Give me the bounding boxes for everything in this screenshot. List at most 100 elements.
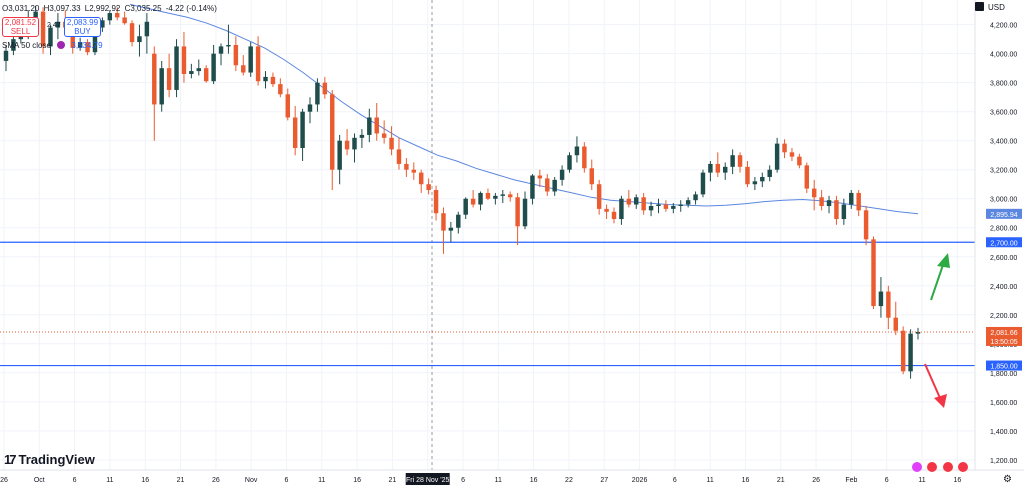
sma-legend[interactable]: SMA 50 close 3,534.79: [2, 41, 103, 50]
price-tick-label: 3,800.00: [990, 81, 1017, 88]
candle-body: [189, 71, 194, 74]
close-value: C3,035.25: [124, 4, 162, 13]
candle-body: [900, 330, 906, 372]
time-tick-label: 6: [285, 477, 289, 484]
candle-body: [789, 152, 795, 157]
candle-body: [426, 184, 431, 191]
candle-body: [856, 192, 861, 211]
grid-lines: [0, 0, 975, 470]
candle-body: [886, 291, 891, 318]
price-axis[interactable]: 1,200.001,400.001,600.001,800.002,000.00…: [990, 23, 1017, 465]
time-tick-label: Nov: [245, 477, 258, 484]
candle-body: [663, 204, 669, 209]
arrow-up-head-icon: [937, 253, 950, 268]
candle-body: [871, 239, 876, 307]
candle-body: [849, 192, 854, 205]
candle-body: [107, 13, 113, 21]
candle-body: [11, 39, 16, 51]
candle-body: [122, 17, 127, 24]
buy-price: 2,083.99: [66, 18, 99, 27]
candle-body: [330, 94, 335, 170]
visibility-icon[interactable]: [57, 41, 66, 49]
price-tick-label: 3,400.00: [990, 139, 1017, 146]
flag-badge-icon[interactable]: [942, 461, 953, 472]
candle-body: [241, 65, 246, 73]
candle-body: [634, 197, 639, 205]
buy-button[interactable]: 2,083.99 BUY: [64, 17, 101, 37]
candle-body: [604, 208, 609, 212]
price-tick-label: 1,200.00: [990, 458, 1017, 465]
time-tick-label: 11: [318, 477, 325, 484]
candle-body: [226, 44, 231, 47]
tradingview-logo[interactable]: 17 TradingView: [4, 452, 95, 467]
level-price-label-bg: [986, 360, 1022, 371]
time-tick-label: 22: [565, 477, 573, 484]
candle-body: [33, 11, 38, 18]
time-tick-label: 26: [0, 477, 8, 484]
price-tick-label: 4,200.00: [990, 23, 1017, 30]
currency-selector[interactable]: USD: [975, 2, 1005, 12]
candle-body: [485, 192, 491, 199]
arrow-up-icon: [930, 261, 945, 301]
time-tick-label: 6: [461, 477, 465, 484]
price-tick-label: 1,400.00: [990, 429, 1017, 436]
candle-body: [567, 155, 572, 170]
price-tick-label: 2,200.00: [990, 313, 1017, 320]
time-tick-label: 16: [141, 477, 149, 484]
time-tick-label: 16: [742, 477, 750, 484]
candle-body: [418, 172, 424, 185]
candle-body: [100, 20, 105, 28]
candle-body: [908, 333, 913, 372]
candle-body: [263, 76, 268, 82]
sell-button[interactable]: 2,081.52 SELL: [2, 17, 39, 37]
sell-label: SELL: [10, 27, 31, 36]
candle-body: [641, 197, 646, 211]
candle-body: [552, 179, 557, 192]
candle-body: [285, 94, 290, 118]
candle-body: [478, 192, 483, 205]
flash-badge-icon[interactable]: [912, 461, 922, 472]
candle-body: [137, 36, 142, 43]
time-tick-label: 26: [212, 477, 220, 484]
candle-body: [648, 205, 654, 211]
candle-body: [85, 42, 90, 53]
candle-body: [433, 190, 439, 214]
candle-body: [233, 44, 239, 66]
candle-body: [40, 11, 46, 47]
candle-body: [656, 204, 661, 206]
current-price-label: 2,081.66: [990, 330, 1017, 337]
currency-label: USD: [988, 3, 1005, 12]
projection-arrows: [924, 253, 950, 408]
open-value: O3,031.20: [2, 4, 40, 13]
price-tick-label: 3,200.00: [990, 168, 1017, 175]
candle-body: [218, 46, 224, 54]
flag-badge-icon[interactable]: [958, 461, 969, 472]
candle-body: [589, 168, 594, 185]
time-tick-label: 2026: [632, 477, 648, 484]
price-tick-label: 2,400.00: [990, 284, 1017, 291]
candle-body: [685, 200, 691, 205]
price-tick-label: 1,800.00: [990, 371, 1017, 378]
time-tick-label: 6: [885, 477, 889, 484]
countdown-label: 13:50:05: [990, 339, 1017, 346]
candle-body: [863, 210, 869, 240]
candle-body: [745, 166, 750, 185]
candle-body: [359, 134, 365, 138]
buy-label: BUY: [74, 27, 91, 36]
settings-icon[interactable]: ⚙: [1003, 474, 1012, 485]
candle-body: [278, 84, 283, 95]
sma-label: SMA 50 close: [2, 41, 51, 50]
sma-price-label: 2,895.94: [990, 212, 1017, 219]
arrow-down-icon: [924, 363, 941, 399]
time-axis[interactable]: 26 Oct 6 11 16 21 26 Nov 6 11 16 21 Fri 28 Nov '25 6 1…: [0, 473, 961, 485]
time-tick-label: 16: [530, 477, 538, 484]
candle-body: [315, 82, 320, 105]
candle-body: [559, 169, 565, 180]
candle-body: [715, 163, 721, 173]
event-badges[interactable]: [912, 458, 969, 476]
candle-body: [463, 198, 468, 215]
flag-badge-icon[interactable]: [927, 461, 938, 472]
candle-body: [611, 211, 617, 220]
candle-body: [767, 169, 772, 177]
